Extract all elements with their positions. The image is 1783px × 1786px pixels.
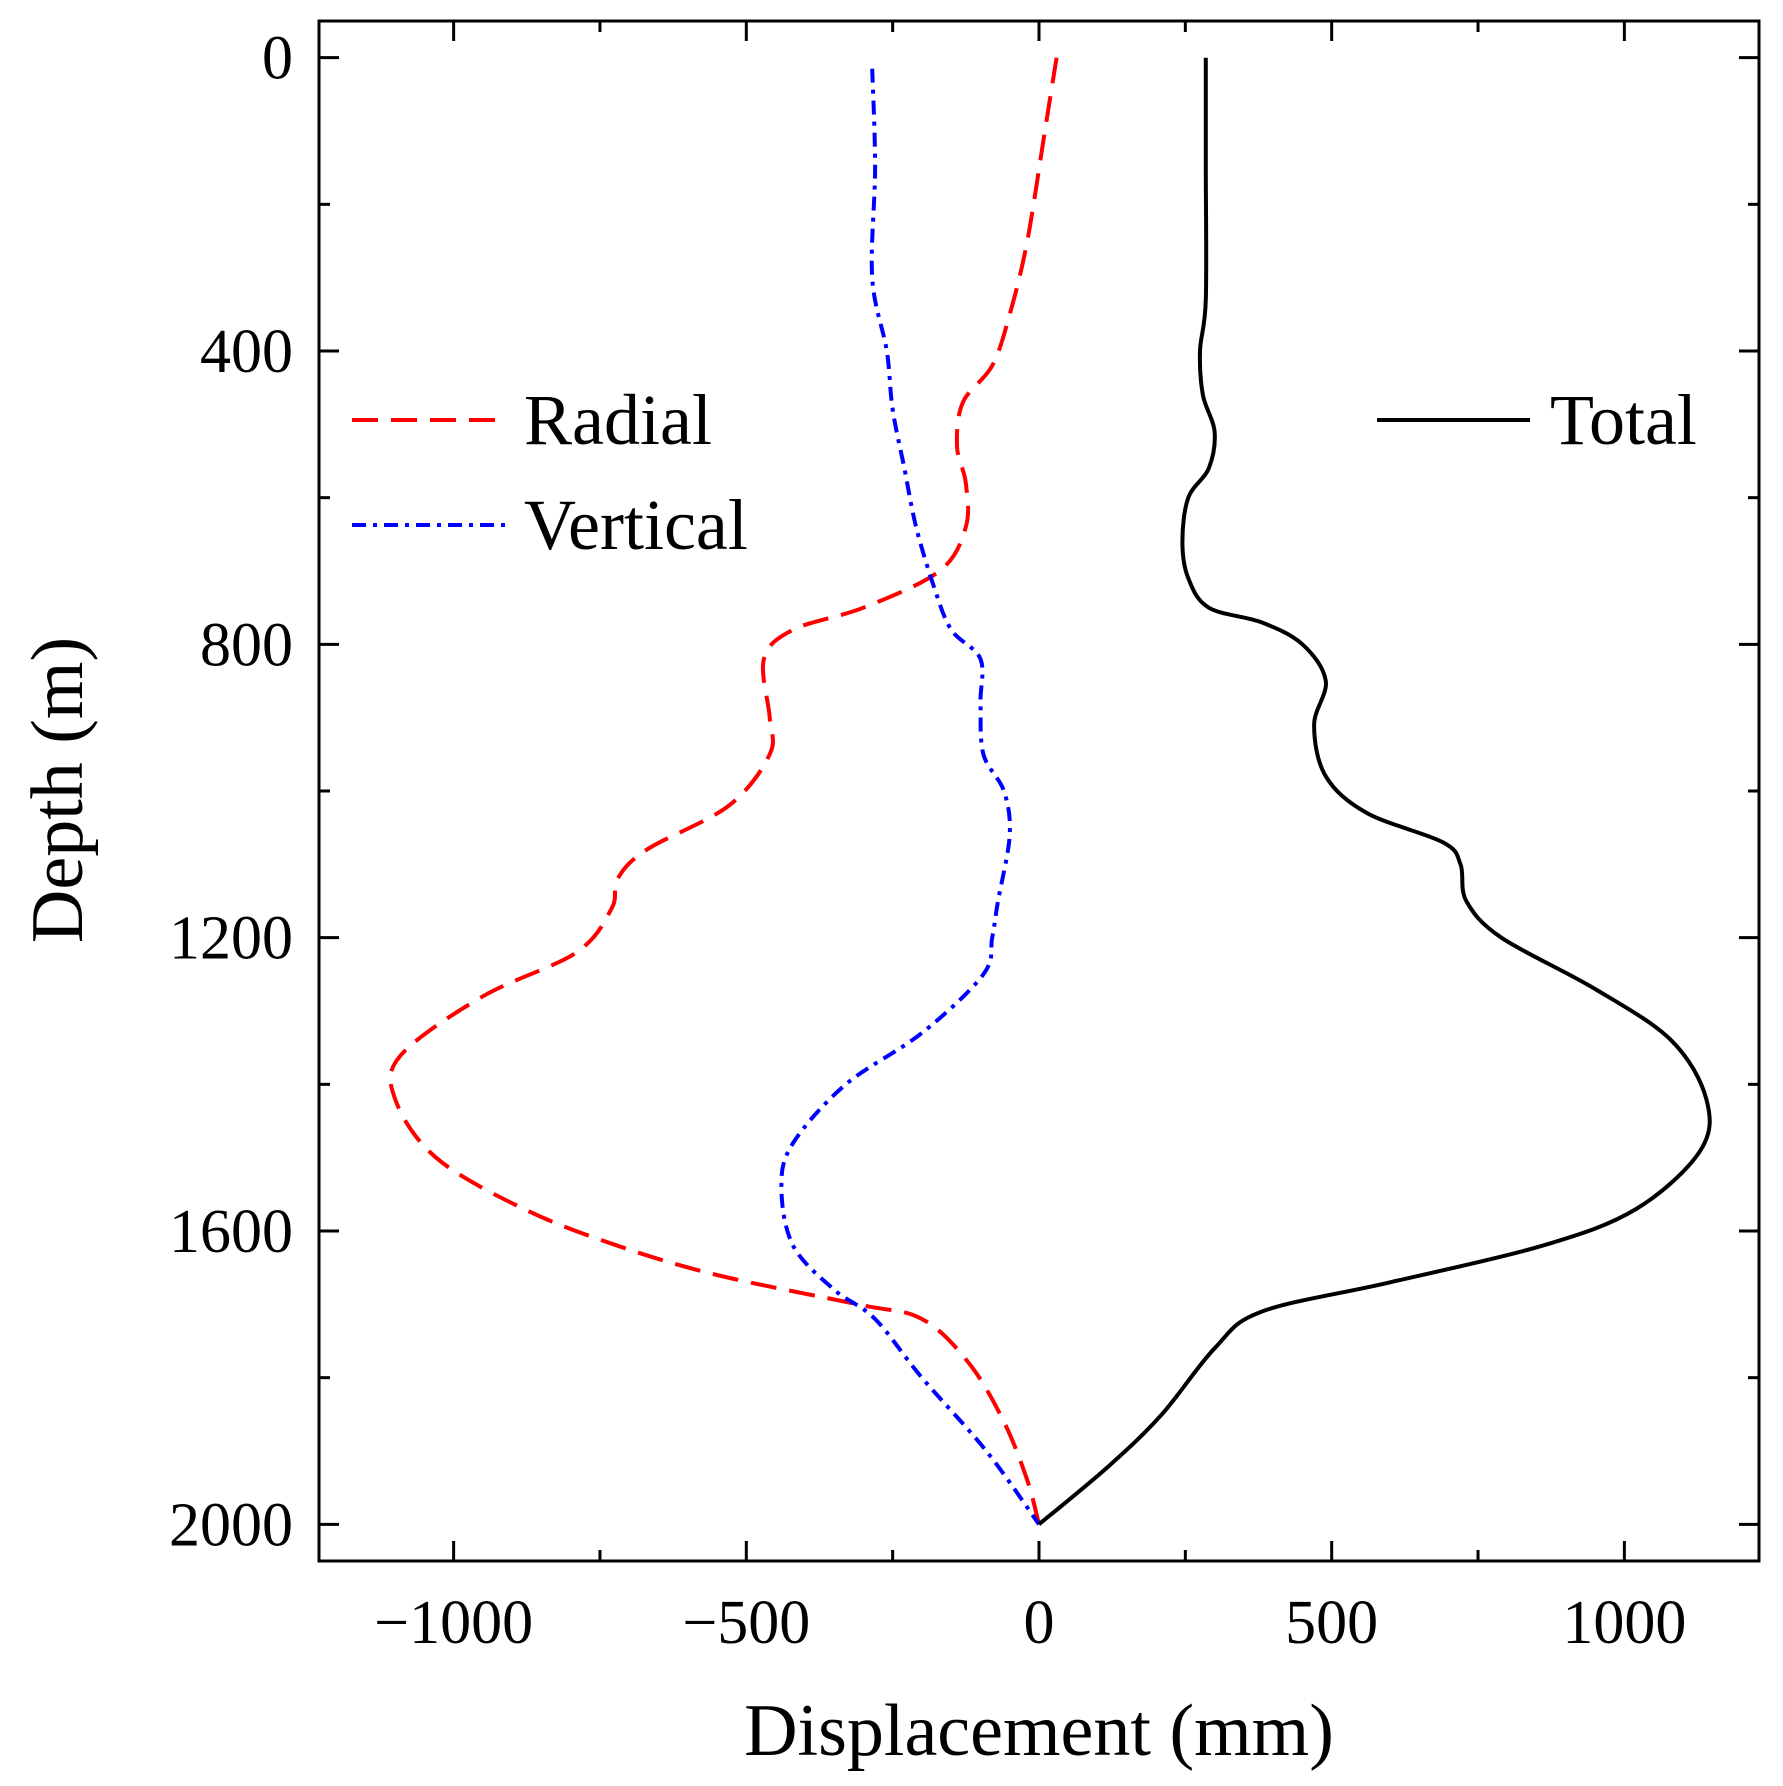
series-line-radial [388,57,1059,1525]
x-axis-ticks: −1000 −500 0 500 1000 [374,21,1686,1657]
legend-label-radial: Radial [524,380,712,460]
y-tick-label: 800 [200,611,293,679]
series-layer [388,57,1712,1526]
legend-label-vertical: Vertical [524,485,748,565]
y-tick-label: 0 [262,25,293,93]
y-tick-label: 1600 [169,1198,293,1266]
x-tick-label: 500 [1285,1589,1378,1657]
x-tick-label: −1000 [374,1589,533,1657]
x-tick-label: −500 [682,1589,810,1657]
legend-label-total: Total [1550,380,1697,460]
x-tick-label: 1000 [1562,1589,1686,1657]
y-axis-title: Depth (m) [17,637,99,943]
series-line-total [1037,57,1712,1526]
plot-frame [317,19,1761,1563]
series-line-vertical [779,68,1041,1526]
x-tick-label: 0 [1024,1589,1055,1657]
x-axis-title: Displacement (mm) [744,1690,1334,1772]
legend-right: Total [1377,380,1697,460]
y-axis-ticks: 0 400 800 1200 1600 2000 [169,25,1759,1559]
y-tick-label: 2000 [169,1491,293,1559]
y-tick-label: 400 [200,318,293,386]
y-tick-label: 1200 [169,905,293,973]
legend-left: Radial Vertical [352,380,748,565]
